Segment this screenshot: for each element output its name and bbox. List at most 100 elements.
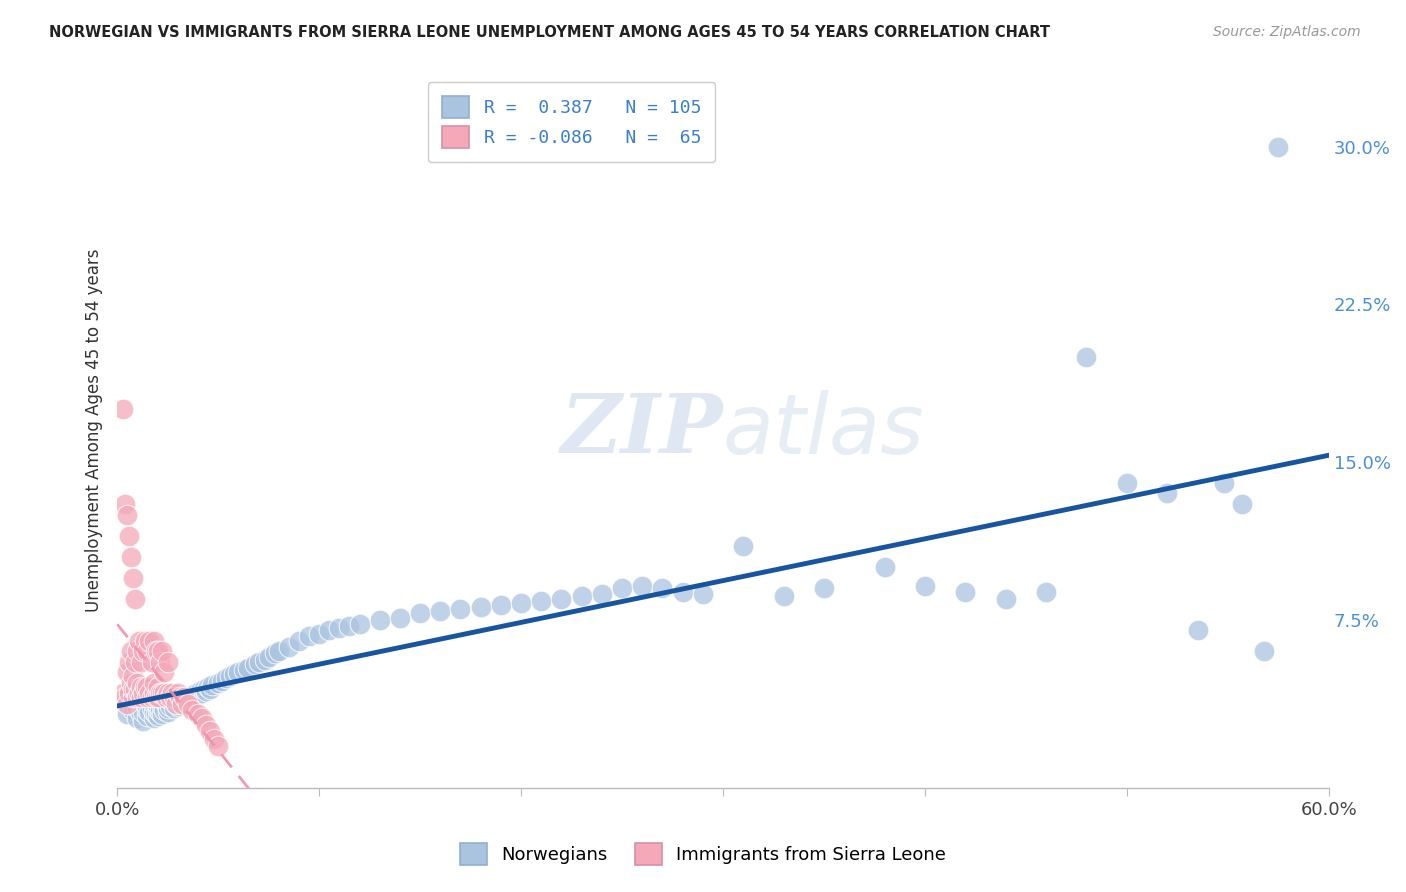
Point <box>193 681 215 696</box>
Point <box>132 644 155 658</box>
Point <box>169 690 191 705</box>
Point <box>159 698 181 713</box>
Point <box>308 627 330 641</box>
Point <box>165 697 187 711</box>
Point <box>772 590 794 604</box>
Point <box>122 669 145 683</box>
Point <box>145 707 167 722</box>
Point <box>191 686 214 700</box>
Point <box>146 709 169 723</box>
Y-axis label: Unemployment Among Ages 45 to 54 years: Unemployment Among Ages 45 to 54 years <box>86 249 103 612</box>
Point <box>132 705 155 719</box>
Point <box>136 644 159 658</box>
Point <box>134 633 156 648</box>
Point <box>288 633 311 648</box>
Point <box>198 681 221 696</box>
Point <box>150 686 173 700</box>
Point <box>187 689 209 703</box>
Point <box>692 587 714 601</box>
Point <box>146 690 169 705</box>
Point <box>149 686 172 700</box>
Point <box>201 678 224 692</box>
Point <box>138 633 160 648</box>
Point <box>207 675 229 690</box>
Point <box>450 602 472 616</box>
Point <box>429 604 451 618</box>
Point <box>146 703 169 717</box>
Point <box>179 692 201 706</box>
Point <box>253 652 276 666</box>
Point <box>571 590 593 604</box>
Point <box>142 705 165 719</box>
Point <box>127 711 149 725</box>
Point <box>149 705 172 719</box>
Point <box>155 697 177 711</box>
Point <box>156 705 179 719</box>
Point <box>163 690 186 705</box>
Point <box>277 640 299 654</box>
Point <box>1267 139 1289 153</box>
Point <box>177 690 200 705</box>
Point <box>156 701 179 715</box>
Point <box>368 613 391 627</box>
Point <box>219 669 242 683</box>
Point <box>122 690 145 705</box>
Point <box>550 591 572 606</box>
Point <box>114 690 136 705</box>
Point <box>142 697 165 711</box>
Point <box>349 616 371 631</box>
Point <box>127 644 149 658</box>
Point <box>198 724 221 739</box>
Point <box>183 690 205 705</box>
Point <box>409 607 432 621</box>
Point <box>1253 644 1275 658</box>
Point <box>150 698 173 713</box>
Point <box>112 402 135 417</box>
Point <box>131 690 153 705</box>
Point <box>180 689 202 703</box>
Point <box>228 665 250 680</box>
Point <box>136 703 159 717</box>
Point <box>122 681 145 696</box>
Legend: Norwegians, Immigrants from Sierra Leone: Norwegians, Immigrants from Sierra Leone <box>453 836 953 872</box>
Point <box>233 663 256 677</box>
Point <box>180 703 202 717</box>
Point <box>1187 623 1209 637</box>
Point <box>170 697 193 711</box>
Point <box>128 633 150 648</box>
Point <box>328 621 350 635</box>
Point <box>127 675 149 690</box>
Point <box>120 644 142 658</box>
Point <box>142 711 165 725</box>
Point <box>470 600 492 615</box>
Point <box>994 591 1017 606</box>
Point <box>134 680 156 694</box>
Point <box>510 596 533 610</box>
Point <box>1035 585 1057 599</box>
Point <box>142 686 165 700</box>
Point <box>117 697 139 711</box>
Point <box>141 690 163 705</box>
Point <box>159 690 181 705</box>
Point <box>631 579 654 593</box>
Text: NORWEGIAN VS IMMIGRANTS FROM SIERRA LEONE UNEMPLOYMENT AMONG AGES 45 TO 54 YEARS: NORWEGIAN VS IMMIGRANTS FROM SIERRA LEON… <box>49 25 1050 40</box>
Point <box>733 539 755 553</box>
Point <box>166 692 188 706</box>
Point <box>211 673 233 688</box>
Point <box>146 644 169 658</box>
Point <box>166 698 188 713</box>
Point <box>170 695 193 709</box>
Point <box>146 698 169 713</box>
Point <box>169 697 191 711</box>
Point <box>156 655 179 669</box>
Point <box>177 697 200 711</box>
Point <box>215 672 238 686</box>
Point <box>122 571 145 585</box>
Point <box>671 585 693 599</box>
Point <box>184 686 207 700</box>
Point <box>124 655 146 669</box>
Point <box>141 655 163 669</box>
Point <box>339 619 361 633</box>
Point <box>145 690 167 705</box>
Point <box>124 681 146 696</box>
